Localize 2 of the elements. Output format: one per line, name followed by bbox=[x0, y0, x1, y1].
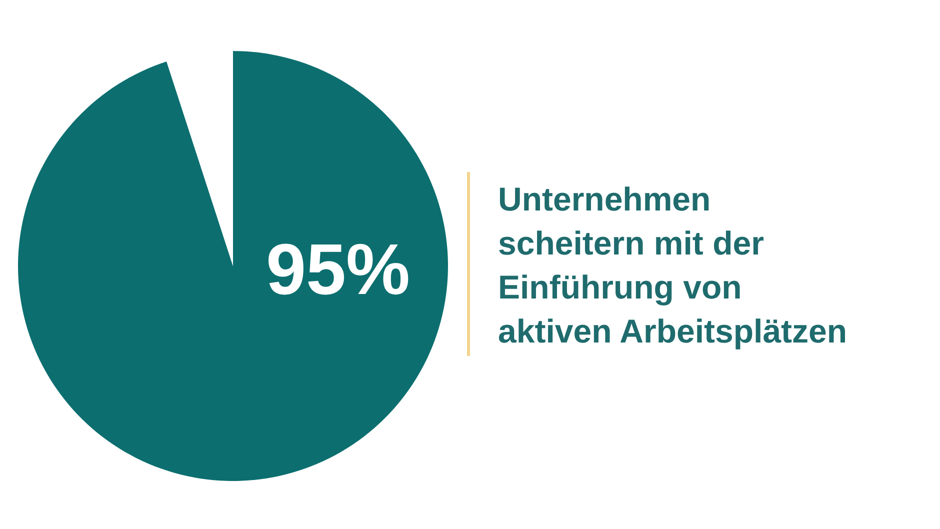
data-label: 95% bbox=[266, 230, 410, 310]
text: Unternehmen scheitern mit der Einführung von aktiven Arbeitsplätzen bbox=[498, 180, 848, 350]
